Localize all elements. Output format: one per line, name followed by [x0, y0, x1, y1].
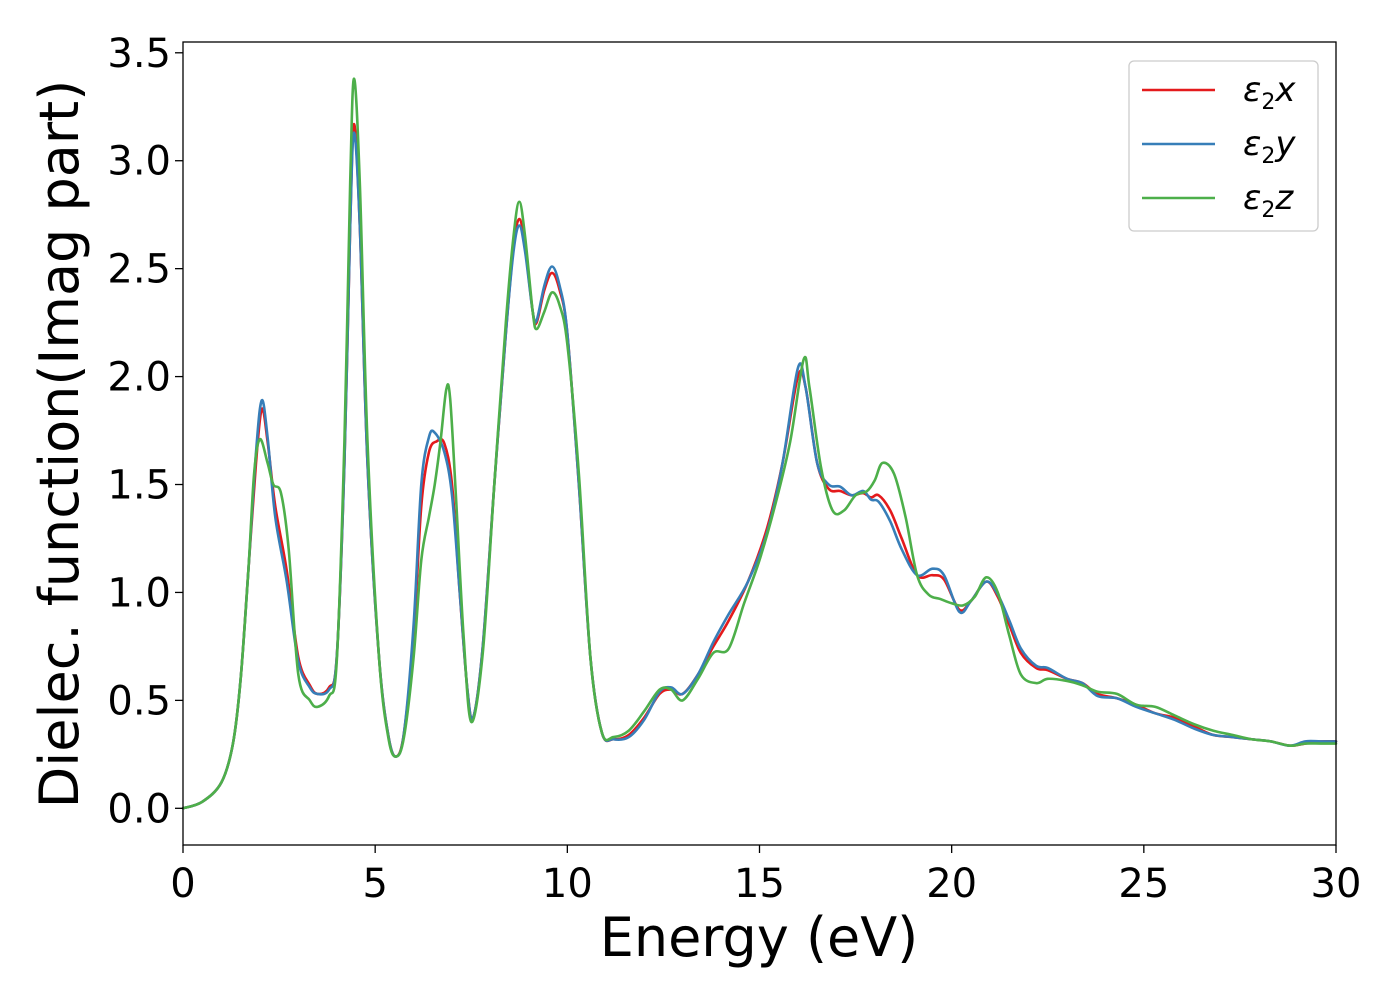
x-tick-label: 25 — [1118, 861, 1169, 907]
x-axis-title: Energy (eV) — [600, 906, 919, 969]
x-tick-label: 0 — [170, 861, 195, 907]
y-tick-label: 0.0 — [107, 786, 171, 832]
y-axis-title: Dielec. function(Imag part) — [28, 80, 91, 809]
y-tick-label: 0.5 — [107, 678, 171, 724]
legend-label-x: ε2x — [1243, 70, 1296, 115]
series-layer — [181, 77, 1338, 810]
x-tick-label: 30 — [1311, 861, 1362, 907]
series-line-z — [181, 77, 1338, 810]
y-tick-label: 3.0 — [107, 139, 171, 185]
x-tick-label: 20 — [926, 861, 977, 907]
legend: ε2x ε2y ε2z — [1128, 60, 1319, 232]
legend-label-y: ε2y — [1243, 124, 1296, 169]
y-tick-label: 2.0 — [107, 355, 171, 401]
y-tick-label: 1.0 — [107, 570, 171, 616]
x-tick-label: 15 — [734, 861, 785, 907]
x-axis: 0 5 10 15 20 25 30 — [170, 845, 1361, 907]
y-axis: 0.0 0.5 1.0 1.5 2.0 2.5 3.0 3.5 — [107, 31, 183, 832]
y-tick-label: 2.5 — [107, 247, 171, 293]
y-tick-label: 1.5 — [107, 463, 171, 509]
x-tick-label: 10 — [542, 861, 593, 907]
legend-box — [1128, 60, 1319, 232]
y-tick-label: 3.5 — [107, 31, 171, 77]
x-tick-label: 5 — [362, 861, 387, 907]
legend-label-z: ε2z — [1243, 178, 1294, 223]
